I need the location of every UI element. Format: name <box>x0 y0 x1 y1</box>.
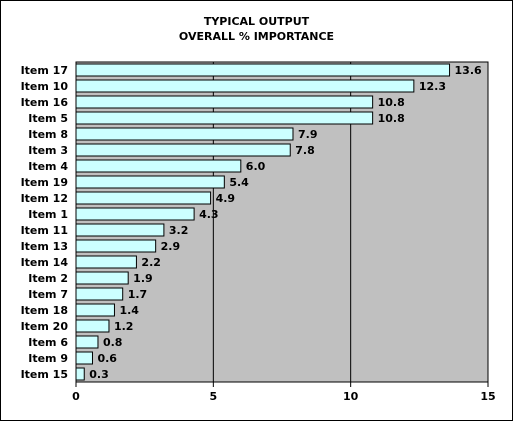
data-label: 0.8 <box>103 336 123 349</box>
category-label: Item 16 <box>21 96 69 109</box>
bar-item-11 <box>75 223 165 237</box>
category-label: Item 2 <box>28 272 68 285</box>
chart-title-line-1: TYPICAL OUTPUT <box>203 15 310 28</box>
category-label: Item 5 <box>28 112 68 125</box>
bar-item-20 <box>75 319 110 333</box>
data-label: 1.2 <box>114 320 133 333</box>
bar-item-8 <box>75 127 294 141</box>
data-label: 4.9 <box>216 192 236 205</box>
bar-item-17 <box>75 63 451 77</box>
data-label: 0.3 <box>89 368 109 381</box>
data-label: 10.8 <box>378 96 405 109</box>
bar-item-2 <box>75 271 129 285</box>
bar-item-10 <box>75 79 415 93</box>
chart-title-line-2: OVERALL % IMPORTANCE <box>178 30 335 43</box>
bar-item-13 <box>75 239 157 253</box>
category-label: Item 8 <box>28 128 68 141</box>
category-label: Item 15 <box>21 368 68 381</box>
bar-item-3 <box>75 143 291 157</box>
category-label: Item 19 <box>21 176 68 189</box>
category-label: Item 20 <box>21 320 69 333</box>
category-label: Item 10 <box>21 80 69 93</box>
data-label: 2.2 <box>141 256 161 269</box>
category-label: Item 14 <box>21 256 69 269</box>
category-label: Item 9 <box>28 352 68 365</box>
category-label: Item 1 <box>28 208 68 221</box>
data-labels: 13.6 12.3 10.8 10.8 7.9 7.8 6.0 5.4 4.9 4.3 3.2 2.9… <box>89 64 482 381</box>
data-label: 10.8 <box>378 112 405 125</box>
bar-item-5 <box>75 111 374 125</box>
data-label: 0.6 <box>97 352 117 365</box>
data-label: 7.9 <box>298 128 318 141</box>
data-label: 12.3 <box>419 80 446 93</box>
x-axis: 0 5 10 15 <box>72 381 496 403</box>
bar-item-4 <box>75 159 242 173</box>
category-label: Item 13 <box>21 240 68 253</box>
chart-title: TYPICAL OUTPUT OVERALL % IMPORTANCE <box>0 14 513 44</box>
bars <box>75 63 451 381</box>
bar-item-15 <box>75 367 85 381</box>
category-label: Item 3 <box>28 144 68 157</box>
data-label: 6.0 <box>246 160 266 173</box>
bar-item-16 <box>75 95 374 109</box>
category-label: Item 18 <box>21 304 68 317</box>
x-tick-label: 15 <box>480 390 495 403</box>
category-label: Item 12 <box>21 192 68 205</box>
data-label: 1.7 <box>128 288 147 301</box>
x-tick-label: 0 <box>72 390 80 403</box>
bar-item-19 <box>75 175 225 189</box>
plot-area <box>75 61 489 383</box>
data-label: 1.9 <box>133 272 153 285</box>
x-tick-label: 5 <box>210 390 218 403</box>
data-label: 4.3 <box>199 208 219 221</box>
bar-item-1 <box>75 207 195 221</box>
x-tick-label: 10 <box>343 390 359 403</box>
bar-item-7 <box>75 287 124 301</box>
bar-item-12 <box>75 191 212 205</box>
data-label: 2.9 <box>161 240 181 253</box>
category-labels: Item 17 Item 10 Item 16 Item 5 Item 8 Item 3 I… <box>21 64 69 381</box>
bar-item-9 <box>75 351 93 365</box>
data-label: 1.4 <box>119 304 139 317</box>
category-label: Item 7 <box>28 288 68 301</box>
bar-item-14 <box>75 255 137 269</box>
data-label: 7.8 <box>295 144 315 157</box>
category-label: Item 4 <box>28 160 68 173</box>
category-label: Item 6 <box>28 336 68 349</box>
category-label: Item 17 <box>21 64 68 77</box>
bar-item-6 <box>75 335 99 349</box>
category-label: Item 11 <box>21 224 68 237</box>
data-label: 13.6 <box>455 64 482 77</box>
data-label: 3.2 <box>169 224 189 237</box>
data-label: 5.4 <box>229 176 249 189</box>
bar-item-18 <box>75 303 115 317</box>
